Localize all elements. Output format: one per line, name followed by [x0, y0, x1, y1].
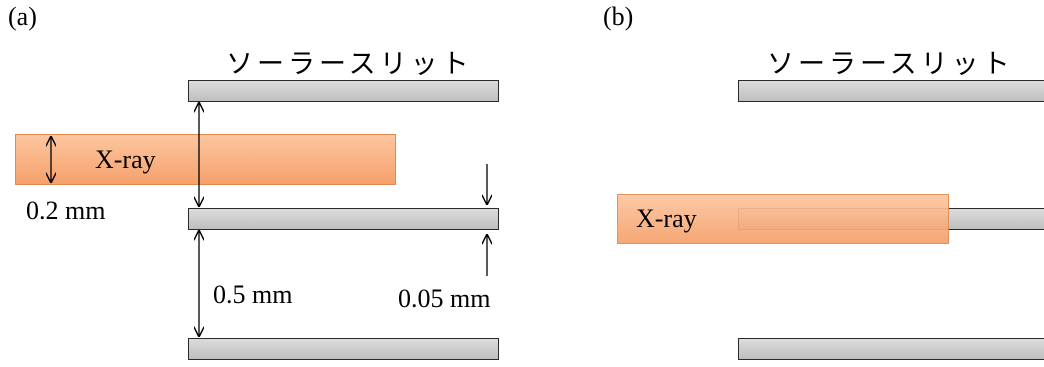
panel-b-xray-label: X-ray [636, 204, 697, 233]
panel-a-slit-top [188, 80, 499, 102]
panel-a-slit-spacing-label: 0.5 mm [213, 280, 293, 309]
panel-a-xray-beam [15, 134, 396, 185]
panel-a-beam-width-label: 0.2 mm [26, 196, 106, 225]
panel-a-slit-title: ソーラースリット [226, 49, 473, 79]
panel-a-label: (a) [8, 2, 37, 31]
panel-b-slit-bottom [738, 338, 1044, 360]
panel-a-slit-thickness-label: 0.05 mm [398, 284, 491, 313]
panel-b-slit-title: ソーラースリット [767, 49, 1014, 79]
panel-b-label: (b) [603, 2, 634, 31]
panel-a-slit-bottom [188, 338, 499, 360]
panel-b-xray-beam [617, 194, 949, 244]
panel-a-slit-middle [188, 208, 499, 230]
panel-a-xray-label: X-ray [95, 145, 156, 174]
panel-b-slit-top [738, 80, 1044, 102]
